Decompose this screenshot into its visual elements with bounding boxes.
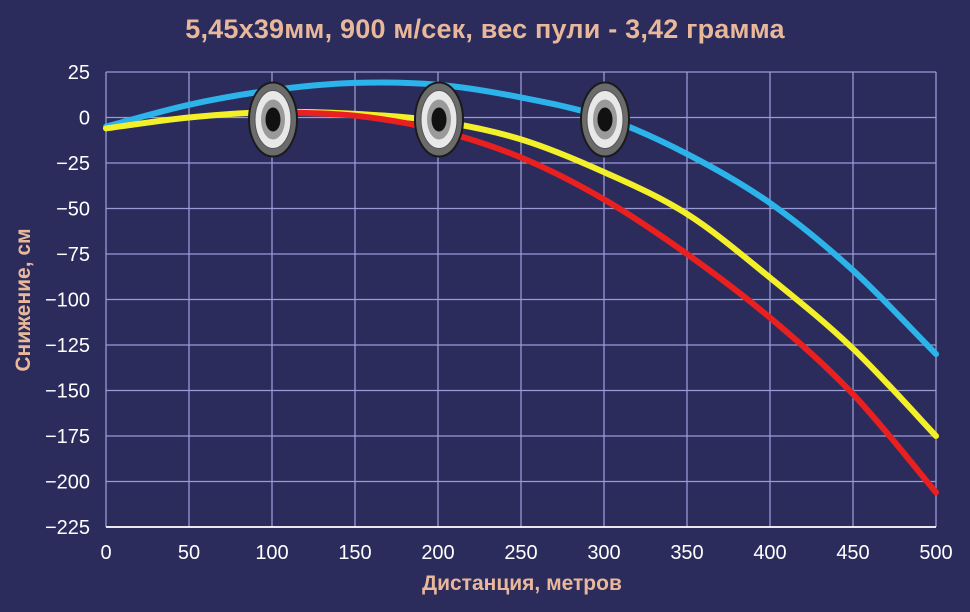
x-tick-label: 50 (178, 542, 200, 564)
targets (248, 81, 630, 158)
y-tick-label: −50 (56, 199, 90, 221)
target-bullseye (597, 107, 613, 132)
y-tick-label: −100 (45, 290, 90, 312)
x-tick-label: 200 (421, 542, 454, 564)
y-tick-label: −75 (56, 244, 90, 266)
y-tick-label: −150 (45, 381, 90, 403)
y-tick-label: −175 (45, 426, 90, 448)
series-line-3 (269, 109, 939, 496)
x-tick-labels: 0 50 100 150 200 250 300 350 400 450 500 (100, 542, 952, 564)
x-axis-label: Дистанция, метров (422, 572, 622, 595)
y-tick-label: 0 (79, 108, 90, 130)
x-tick-label: 500 (919, 542, 952, 564)
target-bullseye (431, 107, 447, 132)
target-marker (414, 81, 464, 158)
x-tick-label: 0 (100, 542, 111, 564)
y-tick-label: −225 (45, 517, 90, 539)
y-axis-label: Снижение, см (12, 228, 35, 371)
y-tick-label: −125 (45, 335, 90, 357)
x-tick-label: 100 (255, 542, 288, 564)
y-tick-labels: 25 0 −25 −50 −75 −100 −125 −150 −175 −200 −225 (45, 62, 90, 539)
x-tick-label: 250 (504, 542, 537, 564)
x-tick-label: 300 (587, 542, 620, 564)
x-tick-label: 400 (753, 542, 786, 564)
y-tick-label: 25 (68, 62, 90, 84)
x-tick-label: 450 (836, 542, 869, 564)
x-tick-label: 350 (670, 542, 703, 564)
x-tick-label: 150 (338, 542, 371, 564)
y-tick-label: −200 (45, 472, 90, 494)
chart-title: 5,45x39мм, 900 м/сек, вес пули - 3,42 гр… (185, 14, 785, 44)
target-marker (580, 81, 630, 158)
y-tick-label: −25 (56, 153, 90, 175)
target-bullseye (265, 107, 281, 132)
series-line-1 (103, 79, 939, 358)
target-marker (248, 81, 298, 158)
